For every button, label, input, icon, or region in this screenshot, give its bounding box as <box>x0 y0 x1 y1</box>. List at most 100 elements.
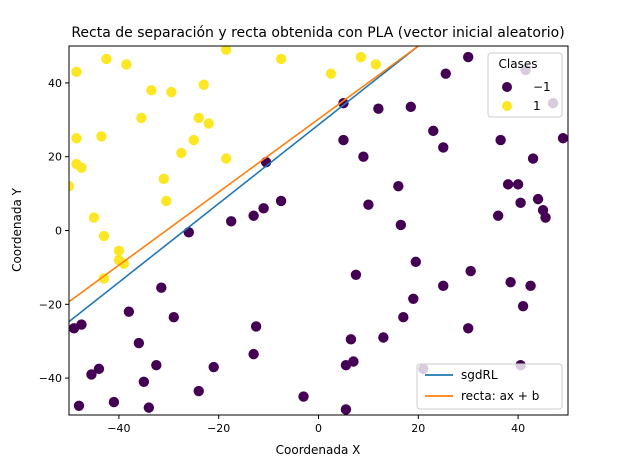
point-class-neg <box>250 321 262 332</box>
point-class-neg <box>183 227 194 238</box>
class-legend-label-neg: −1 <box>533 80 551 94</box>
point-class-pos <box>76 162 87 173</box>
x-tick-label: −20 <box>207 422 230 435</box>
point-class-pos <box>88 212 100 223</box>
point-class-pos <box>193 112 204 124</box>
point-class-neg <box>275 195 287 207</box>
point-class-pos <box>71 133 82 144</box>
point-class-pos <box>203 118 214 129</box>
x-tick-label: 20 <box>411 422 425 435</box>
y-tick-label: 20 <box>48 151 62 164</box>
point-class-pos <box>198 79 209 90</box>
point-class-pos <box>325 68 337 79</box>
point-class-neg <box>133 337 145 349</box>
y-axis-label: Coordenada Y <box>10 187 24 272</box>
point-class-pos <box>113 245 125 256</box>
point-class-neg <box>193 385 204 397</box>
y-tick-label: 40 <box>48 77 62 90</box>
point-class-pos <box>220 46 232 55</box>
x-tick-label: 40 <box>511 422 525 435</box>
point-class-neg <box>378 332 389 343</box>
point-class-neg <box>408 293 419 304</box>
point-class-neg <box>248 348 259 360</box>
point-class-pos <box>98 273 110 284</box>
point-class-pos <box>98 230 110 242</box>
point-class-neg <box>373 103 384 114</box>
point-class-neg <box>398 312 409 323</box>
line-sgdrl <box>69 46 419 323</box>
x-tick-label: 0 <box>315 422 322 435</box>
point-class-neg <box>225 216 237 227</box>
line-recta <box>69 46 419 303</box>
point-class-neg <box>532 193 544 205</box>
x-axis-label: Coordenada X <box>276 443 361 457</box>
point-class-neg <box>143 402 155 413</box>
point-class-neg <box>405 101 417 113</box>
point-class-pos <box>370 59 382 70</box>
line-legend-label-recta: recta: ax + b <box>461 389 539 403</box>
class-legend: Clases −1 1 <box>487 52 563 118</box>
scatter-points <box>69 46 568 415</box>
point-class-neg <box>93 363 105 375</box>
point-class-pos <box>69 181 75 192</box>
y-tick-label: 0 <box>55 225 62 238</box>
point-class-pos <box>176 147 187 159</box>
point-class-neg <box>515 197 526 209</box>
y-tick-label: −40 <box>39 372 62 385</box>
point-class-pos <box>136 112 147 124</box>
point-class-neg <box>138 376 150 387</box>
point-class-pos <box>118 258 130 269</box>
point-class-pos <box>275 53 287 65</box>
point-class-neg <box>248 210 259 221</box>
point-class-neg <box>73 400 85 411</box>
x-tick-label: −40 <box>107 422 130 435</box>
point-class-neg <box>258 203 269 214</box>
line-legend-label-sgdrl: sgdRL <box>461 368 498 382</box>
point-class-neg <box>440 68 451 79</box>
point-class-neg <box>438 142 449 153</box>
point-class-neg <box>108 396 120 408</box>
line-legend: sgdRL recta: ax + b <box>416 363 563 410</box>
point-class-neg <box>350 269 362 280</box>
point-class-neg <box>393 181 404 192</box>
class-legend-marker-pos <box>502 101 512 111</box>
point-class-neg <box>492 210 504 221</box>
point-class-pos <box>158 173 170 185</box>
point-class-neg <box>123 306 135 317</box>
axis-ticks: −40 −20 0 20 40 −40 −20 0 20 40 <box>39 77 525 435</box>
point-class-neg <box>527 153 539 164</box>
point-class-neg <box>495 134 506 146</box>
point-class-neg <box>465 265 476 277</box>
point-class-pos <box>355 51 367 63</box>
point-class-neg <box>525 280 536 292</box>
point-class-neg <box>348 356 359 367</box>
point-class-neg <box>345 334 357 345</box>
point-class-neg <box>463 51 474 63</box>
point-class-pos <box>146 85 157 96</box>
point-class-neg <box>151 359 162 371</box>
point-class-pos <box>121 59 132 70</box>
point-class-neg <box>505 276 516 288</box>
point-class-neg <box>463 323 474 334</box>
point-class-neg <box>517 300 529 312</box>
class-legend-label-pos: 1 <box>533 99 541 113</box>
class-legend-box <box>487 52 563 118</box>
class-legend-title: Clases <box>499 57 538 71</box>
y-tick-label: −20 <box>39 298 62 311</box>
point-class-neg <box>168 312 179 323</box>
point-class-neg <box>298 391 309 402</box>
point-class-neg <box>438 280 449 292</box>
point-class-neg <box>76 319 87 330</box>
point-class-neg <box>428 125 439 137</box>
point-class-neg <box>540 212 551 223</box>
point-class-neg <box>338 97 349 109</box>
point-class-neg <box>358 151 369 162</box>
line-legend-box <box>416 363 563 410</box>
point-class-pos <box>71 66 82 78</box>
point-class-neg <box>502 179 514 190</box>
chart-title: Recta de separación y recta obtenida con… <box>71 25 564 41</box>
point-class-neg <box>156 282 167 293</box>
point-class-neg <box>208 361 219 373</box>
point-class-pos <box>220 153 232 164</box>
